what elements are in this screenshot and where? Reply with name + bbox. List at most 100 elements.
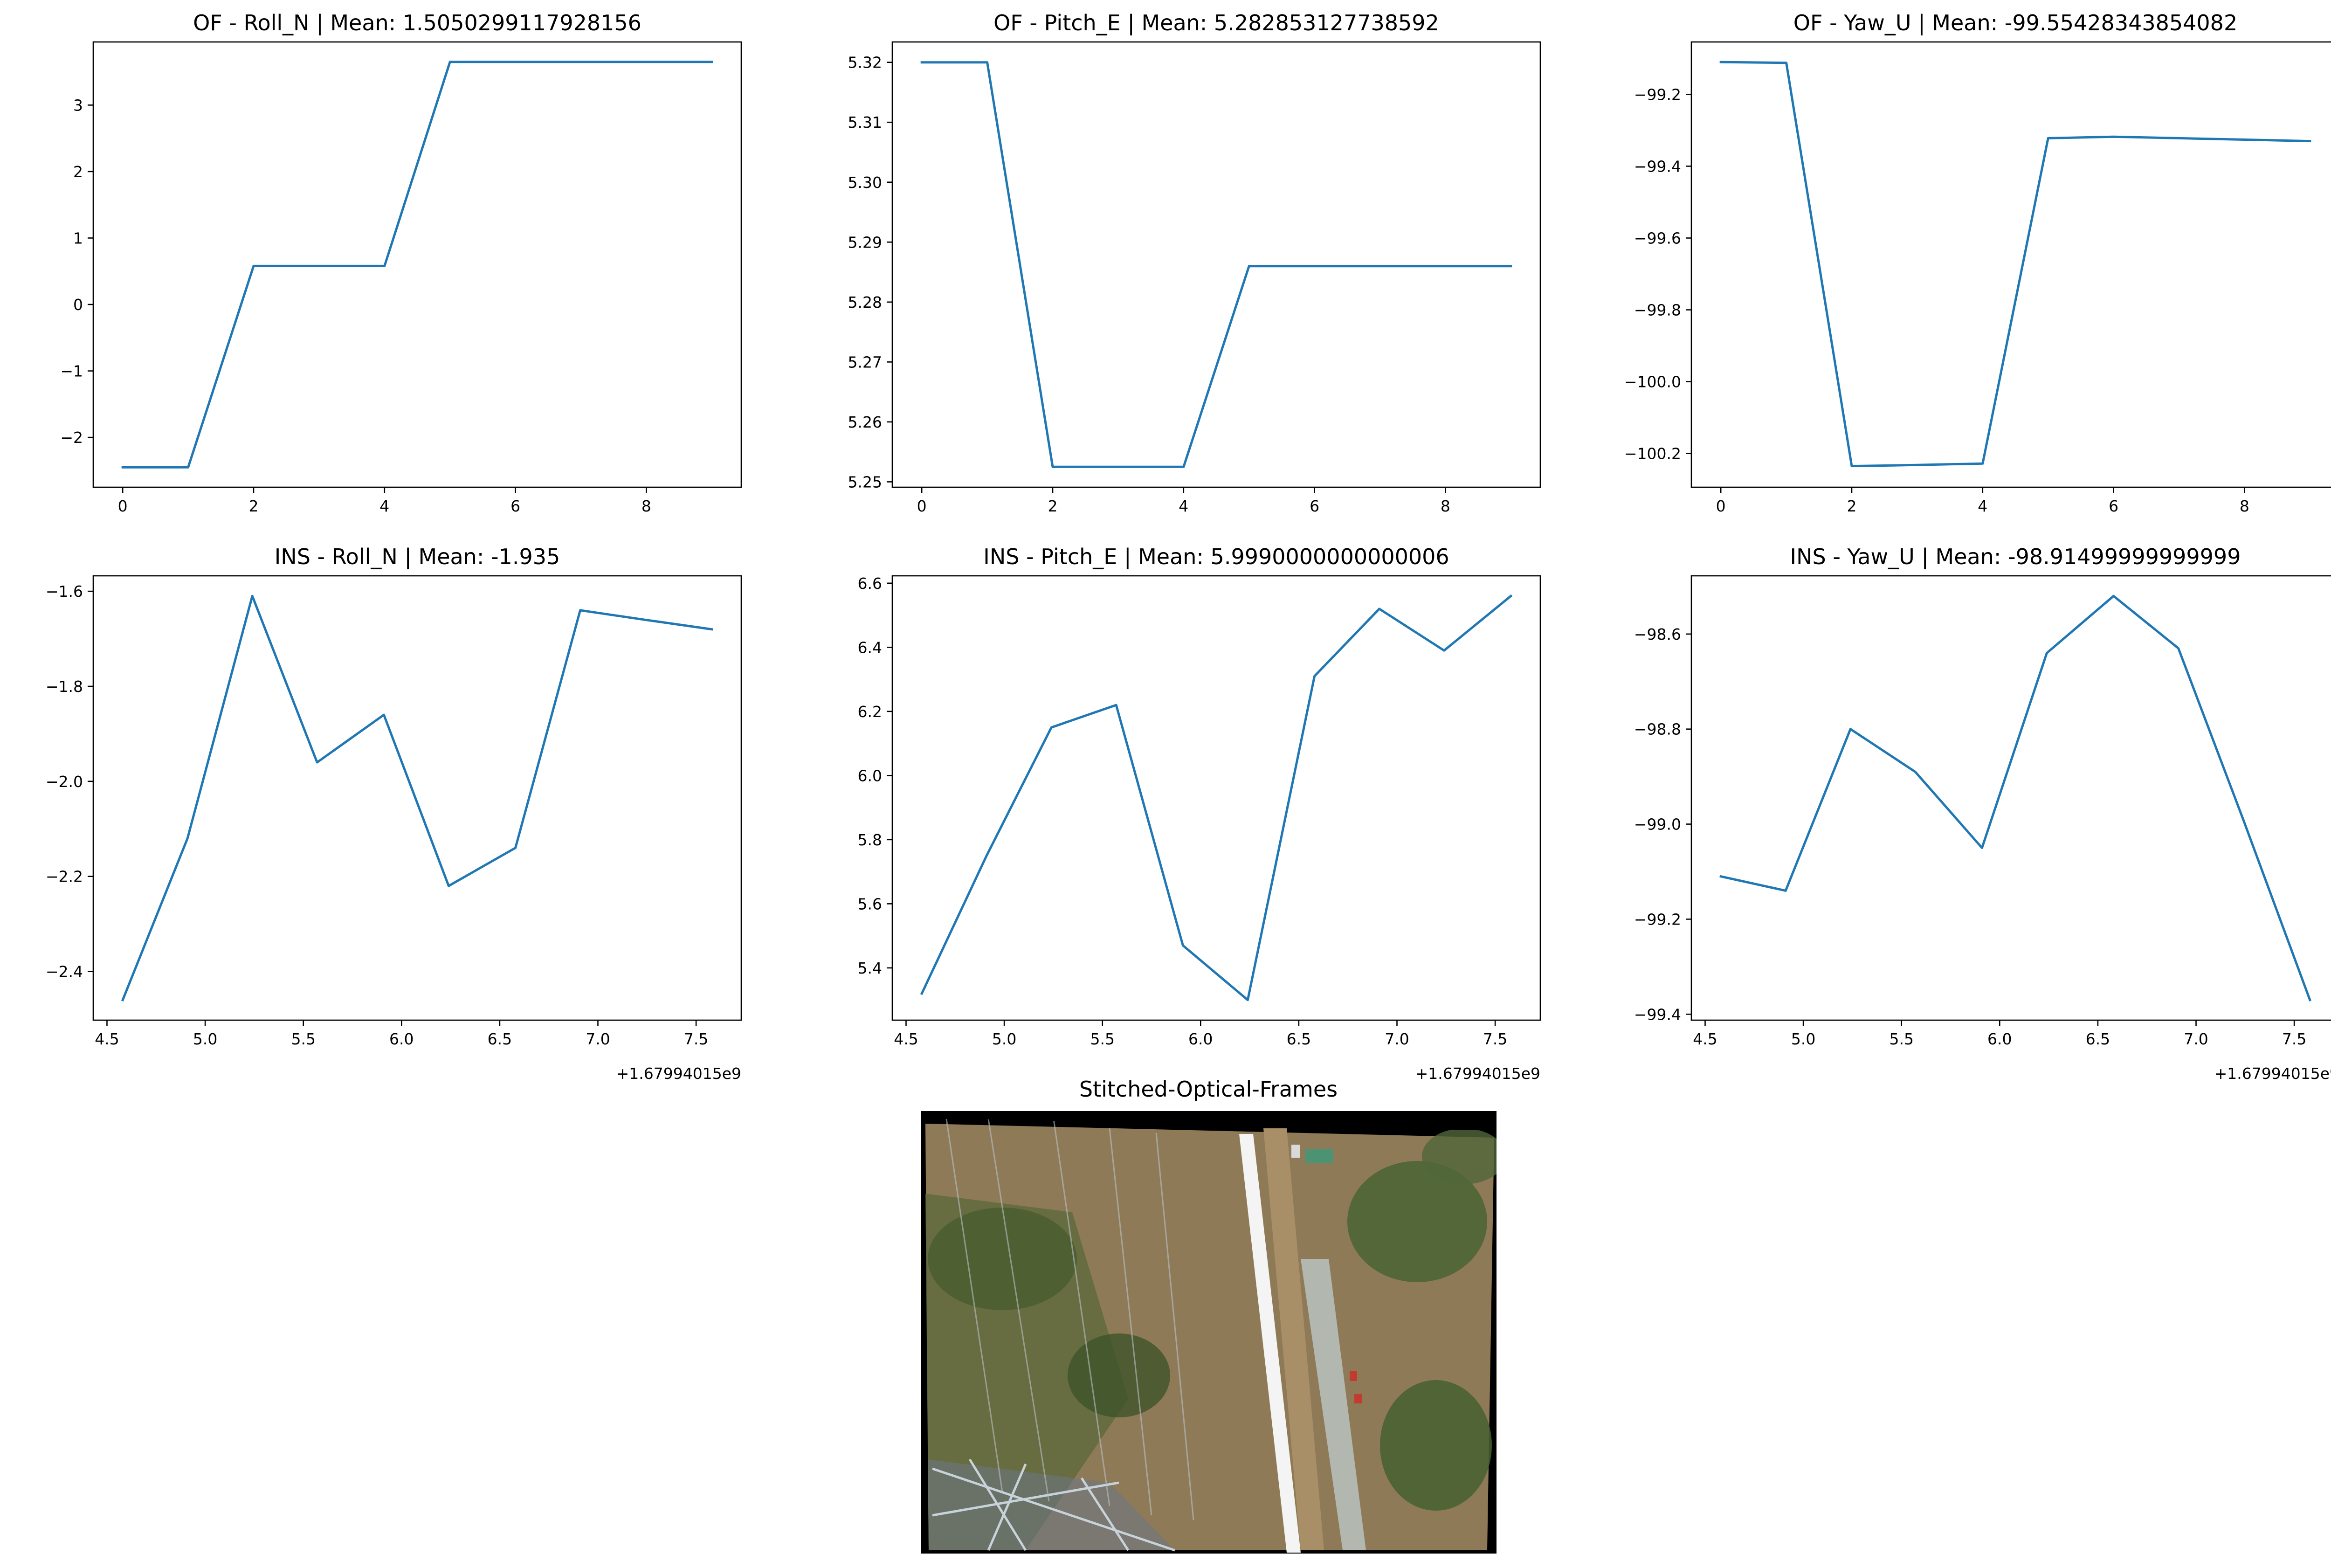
- x-tick-label: 7.0: [1385, 1030, 1409, 1048]
- vehicle: [1291, 1145, 1300, 1158]
- chart-ins-yaw-u: INS - Yaw_U | Mean: -98.91499999999999 +…: [1634, 544, 2331, 1083]
- series-line: [920, 594, 1513, 1002]
- image-title: Stitched-Optical-Frames: [1079, 1077, 1338, 1102]
- axes-frame: [1690, 41, 2331, 488]
- x-tick-label: 4.5: [1693, 1030, 1717, 1048]
- x-tick-label: 6.0: [1188, 1030, 1213, 1048]
- y-tick-label: −99.2: [1634, 910, 1681, 928]
- concrete-strip: [1301, 1259, 1366, 1550]
- y-tick-label: −2.0: [46, 773, 83, 791]
- vehicle: [1354, 1394, 1362, 1403]
- y-tick-label: −99.4: [1634, 1005, 1681, 1023]
- x-tick-label: 7.5: [2282, 1030, 2306, 1048]
- x-tick-label: 4.5: [95, 1030, 119, 1048]
- vegetation-patch: [1422, 1128, 1497, 1184]
- x-tick-label: 7.5: [684, 1030, 708, 1048]
- black-border-top: [921, 1111, 1497, 1131]
- y-tick-label: 0: [73, 296, 83, 314]
- y-tick-label: −99.4: [1634, 157, 1681, 175]
- x-tick-label: 5.5: [1889, 1030, 1913, 1048]
- x-tick-label: 0: [1716, 497, 1726, 515]
- dirt-road: [1263, 1128, 1324, 1550]
- x-offset-label: +1.67994015e9: [616, 1064, 741, 1083]
- chart-of-pitch-e: OF - Pitch_E | Mean: 5.282853127738592 0…: [848, 10, 1541, 515]
- x-tick-label: 6: [1310, 497, 1319, 515]
- y-tick-label: −99.0: [1634, 815, 1681, 834]
- y-tick-label: −100.0: [1624, 373, 1681, 391]
- x-tick-label: 7.0: [2184, 1030, 2208, 1048]
- series-line: [121, 61, 713, 469]
- x-tick-label: 5.5: [1090, 1030, 1114, 1048]
- x-tick-label: 0: [917, 497, 927, 515]
- y-tick-label: 5.30: [848, 173, 882, 192]
- chart-title: INS - Roll_N | Mean: -1.935: [275, 544, 560, 570]
- series-line: [1719, 61, 2311, 468]
- x-tick-label: 5.0: [193, 1030, 217, 1048]
- y-tick-label: −1.8: [46, 677, 83, 696]
- x-tick-label: 7.5: [1483, 1030, 1507, 1048]
- y-tick-label: 5.31: [848, 113, 882, 131]
- x-tick-label: 6.5: [488, 1030, 512, 1048]
- y-tick-label: 5.6: [858, 895, 882, 913]
- y-tick-label: −2: [60, 428, 83, 447]
- chart-ins-pitch-e: INS - Pitch_E | Mean: 5.9990000000000006…: [858, 544, 1541, 1083]
- y-tick-label: 5.8: [858, 831, 882, 849]
- y-tick-label: −98.6: [1634, 625, 1681, 643]
- chart-title: INS - Yaw_U | Mean: -98.91499999999999: [1790, 544, 2241, 570]
- tower-lattice: [932, 1458, 1175, 1552]
- green-structure: [1305, 1149, 1333, 1163]
- x-tick-label: 8: [641, 497, 651, 515]
- y-tick-label: −99.2: [1634, 85, 1681, 104]
- y-tick-label: 6.0: [858, 767, 882, 785]
- y-tick-label: 2: [73, 163, 83, 181]
- y-tick-label: 5.32: [848, 54, 882, 72]
- x-tick-label: 2: [1847, 497, 1856, 515]
- axes-frame: [92, 575, 742, 1021]
- y-tick-label: −1.6: [46, 582, 83, 601]
- axes-frame: [891, 41, 1541, 488]
- y-tick-label: 5.4: [858, 959, 882, 977]
- chart-ins-roll-n: INS - Roll_N | Mean: -1.935 +1.67994015e…: [46, 544, 742, 1083]
- x-offset-label: +1.67994015e9: [2214, 1064, 2331, 1083]
- x-tick-label: 6.5: [1287, 1030, 1311, 1048]
- x-tick-label: 8: [2240, 497, 2249, 515]
- y-tick-label: 3: [73, 96, 83, 114]
- x-tick-label: 4.5: [894, 1030, 918, 1048]
- y-tick-label: 5.27: [848, 353, 882, 371]
- series-line: [1719, 594, 2312, 1002]
- vegetation-patch: [1380, 1380, 1492, 1511]
- series-line: [920, 61, 1512, 468]
- axes-frame: [92, 41, 742, 488]
- chart-title: OF - Yaw_U | Mean: -99.55428343854082: [1793, 10, 2237, 36]
- stitched-image-panel: Stitched-Optical-Frames: [921, 1077, 1497, 1554]
- x-tick-label: 7.0: [586, 1030, 610, 1048]
- x-offset-label: +1.67994015e9: [1415, 1064, 1540, 1083]
- y-tick-label: −2.2: [46, 868, 83, 886]
- y-tick-label: 5.29: [848, 233, 882, 251]
- y-tick-label: −99.8: [1634, 301, 1681, 319]
- y-tick-label: 5.25: [848, 473, 882, 491]
- x-tick-label: 8: [1441, 497, 1450, 515]
- y-tick-label: −1: [60, 362, 83, 380]
- x-tick-label: 6: [2109, 497, 2118, 515]
- series-line: [121, 594, 713, 1002]
- x-tick-label: 4: [1978, 497, 1987, 515]
- x-tick-label: 4: [1179, 497, 1188, 515]
- y-tick-label: 6.4: [858, 638, 882, 656]
- x-tick-label: 6.0: [389, 1030, 414, 1048]
- chart-title: INS - Pitch_E | Mean: 5.9990000000000006: [983, 544, 1449, 570]
- white-road: [1239, 1134, 1301, 1553]
- x-tick-label: 2: [248, 497, 258, 515]
- vegetation-patch: [928, 1208, 1077, 1310]
- x-tick-label: 0: [118, 497, 128, 515]
- y-tick-label: 5.28: [848, 293, 882, 311]
- x-tick-label: 2: [1048, 497, 1057, 515]
- chart-of-roll-n: OF - Roll_N | Mean: 1.5050299117928156 0…: [60, 10, 742, 515]
- axes-frame: [1690, 575, 2331, 1021]
- aerial-photo: [921, 1111, 1497, 1553]
- chart-of-yaw-u: OF - Yaw_U | Mean: -99.55428343854082 0 2…: [1624, 10, 2331, 515]
- y-tick-label: −2.4: [46, 963, 83, 981]
- power-lines: [945, 1119, 1194, 1520]
- y-tick-label: −98.8: [1634, 720, 1681, 739]
